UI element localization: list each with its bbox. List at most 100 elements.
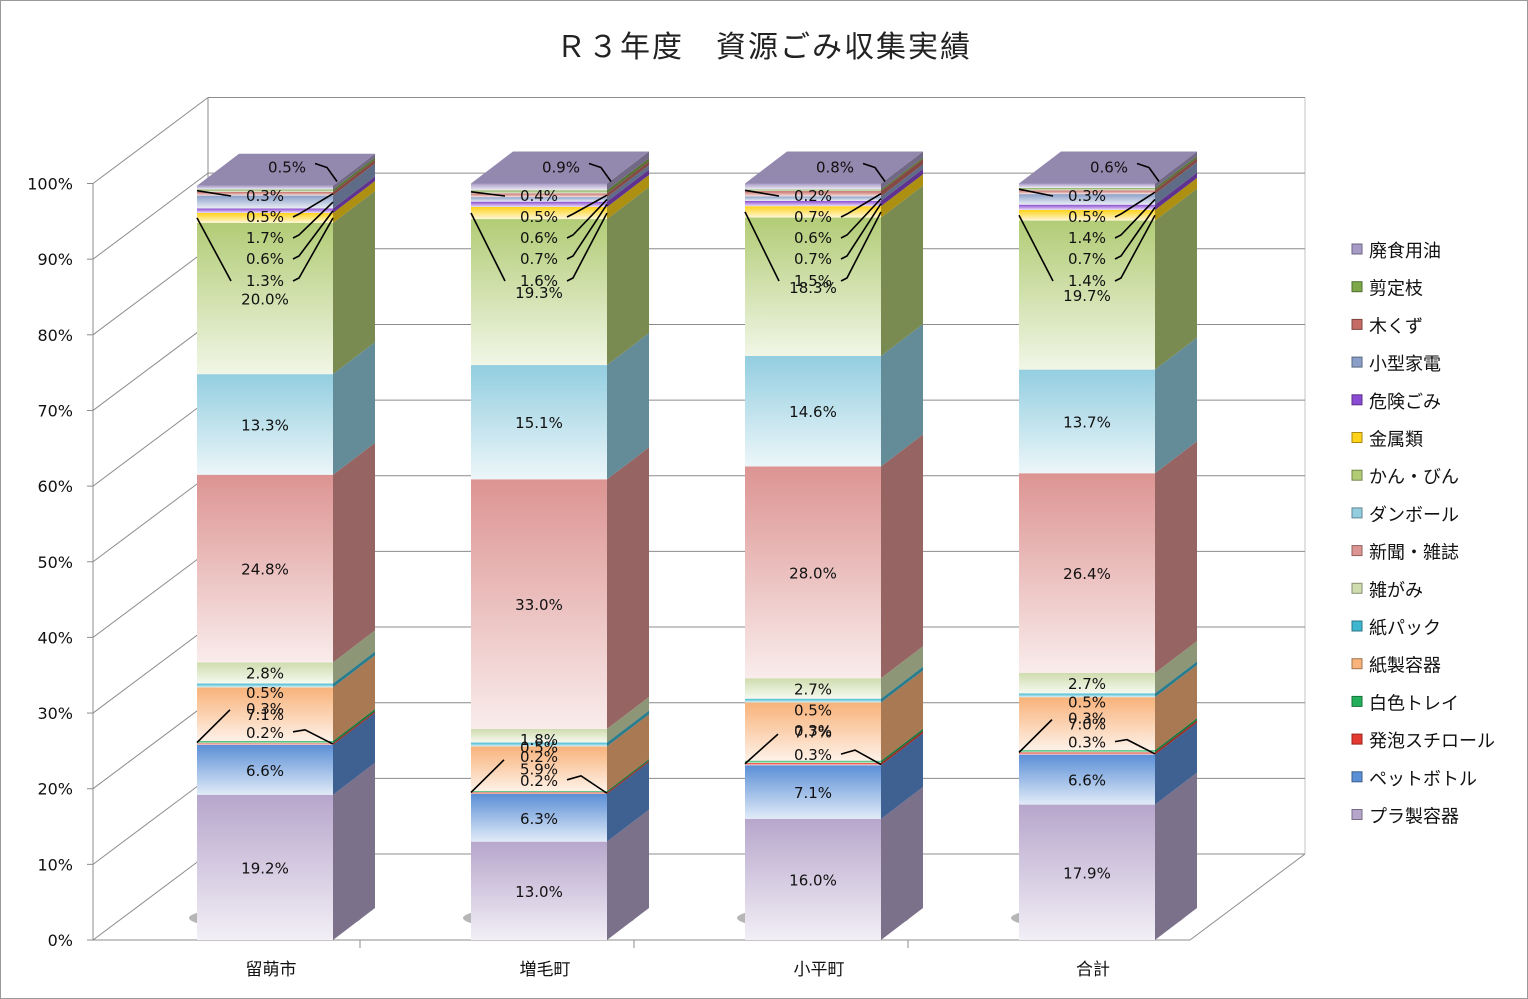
y-tick-label: 50% [37,553,73,572]
data-label: 0.3% [794,722,832,740]
legend-item: プラ製容器 [1351,807,1459,828]
gridline-side [92,702,209,790]
legend-item: 木くず [1351,316,1423,337]
bar-segment-side [607,161,649,198]
bar-segment-side [1155,720,1197,755]
data-label: 2.8% [246,664,284,682]
bar-segment [471,790,607,793]
bar-segment [745,760,881,763]
data-label: 16.0% [789,871,837,889]
bar-segment [197,662,333,684]
legend-item: 危険ごみ [1351,392,1441,413]
y-axis-ticks: 0% 10% 20% 30% 40% 50% 60% 70% 80% 90% 100% [27,175,73,951]
bar-segment [197,189,333,192]
bar-segment [197,474,333,663]
legend-swatch [1351,469,1363,481]
bar-segment [197,741,333,744]
bar-segment [197,743,333,745]
data-label: 0.5% [246,208,284,226]
gridline-side [92,324,209,411]
legend-item: 発泡スチロール [1351,731,1495,752]
legend-item: 紙製容器 [1351,656,1441,677]
legend-item: 小型家電 [1351,354,1441,375]
data-label: 15.1% [515,414,563,432]
bar-segment [745,698,881,703]
bar-segment [1019,220,1155,370]
legend-item: 紙パック [1351,618,1441,639]
chart-title: Ｒ３年度 資源ごみ収集実績 [556,30,972,65]
bar-segment-side [607,169,649,207]
gridline-side [92,475,209,563]
bar-segment [471,201,607,207]
legend-swatch [1351,695,1363,707]
bar-segment [1019,188,1155,191]
legend-item: 金属類 [1351,430,1423,451]
bar-segment [471,197,607,202]
legend-item: かん・びん [1351,467,1459,488]
bar-segment [197,185,333,190]
bar-segment-side [881,168,923,207]
bar-segment [745,217,881,356]
data-label: 6.6% [246,762,284,780]
bar-segment-side [1155,722,1197,805]
data-label: 7.1% [794,784,832,802]
bar-segment-side [607,714,649,791]
data-label: 19.7% [1063,287,1111,305]
data-label: 0.9% [542,159,580,177]
y-tick-label: 10% [37,855,73,874]
bar-segment [471,792,607,794]
data-label: 33.0% [515,596,563,614]
bar-segment-side [1155,337,1197,474]
legend-swatch [1351,432,1363,443]
bar-segment [197,208,333,214]
data-label: 0.5% [268,159,306,177]
bar-segment [745,183,881,190]
bar-segment [197,222,333,375]
bar-segment-side [607,158,649,194]
bar-segment-side [1155,640,1197,694]
bar-segment-side [333,181,375,223]
gridline-side [92,97,209,184]
data-label: 0.2% [520,772,558,790]
bar-segment-side [1155,177,1197,221]
bar-segment [471,742,607,747]
legend-item: ダンボール [1351,505,1459,526]
bar-segment-side [881,730,923,766]
y-tick-label: 70% [37,401,73,420]
bar-segment [745,762,881,766]
gridline-side [92,777,209,865]
bar-segment-side [333,712,375,795]
bar-segment-side [333,190,375,375]
data-label: 7.0% [1068,716,1106,734]
bar-segment-side [1155,162,1197,205]
legend-swatch [1351,809,1363,820]
data-label: 1.6% [520,272,558,290]
bar-segment [1019,697,1155,751]
data-label: 0.5% [520,739,558,757]
data-labels: 19.2%6.6%24.8%13.3%20.0%0.2%0.3%7.1%0.5%… [196,159,1160,901]
bar-segment-side [607,696,649,743]
legend-label: 新聞・雑誌 [1369,543,1459,564]
bar-segment-side [333,442,375,663]
bar-segment [471,793,607,842]
data-label: 13.3% [241,416,289,434]
bar-segment [745,818,881,940]
legend-label: ペットボトル [1369,769,1477,790]
bar-segment-side [881,733,923,819]
bar-segment [745,206,881,218]
legend-label: 金属類 [1369,430,1423,451]
legend-swatch [1351,658,1363,670]
legend-item: 剪定枝 [1351,279,1423,300]
data-label: 17.9% [1063,864,1111,882]
data-label: 0.5% [1068,208,1106,226]
data-label: 0.5% [246,684,284,702]
data-label: 0.5% [520,208,558,226]
data-label: 0.3% [794,746,832,764]
bar-segment-side [881,646,923,699]
data-label: 0.5% [1068,694,1106,712]
gridline-side [92,550,209,638]
bar-top-face [471,151,649,184]
bar-segment [471,728,607,743]
bar-segment-side [881,434,923,679]
bar-segment [197,794,333,940]
